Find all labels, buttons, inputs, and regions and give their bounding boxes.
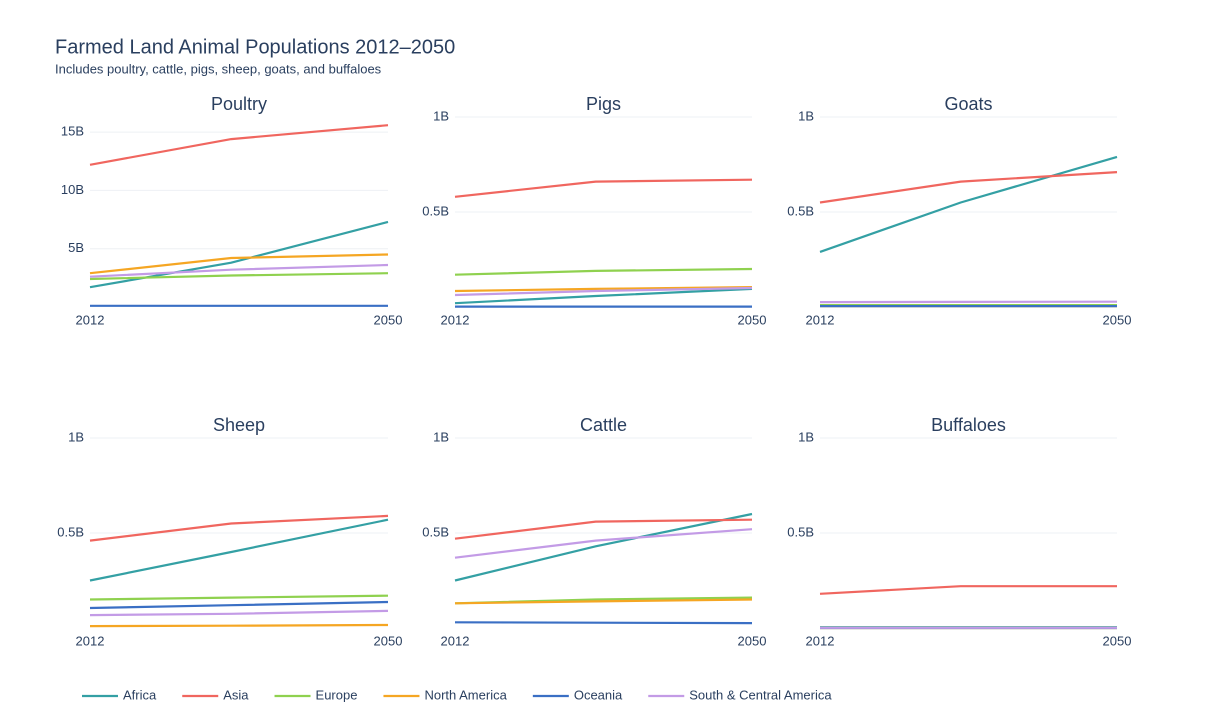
figure-title: Farmed Land Animal Populations 2012–2050: [55, 36, 455, 58]
series-line: [454, 621, 753, 625]
x-tick-label: 2050: [374, 312, 403, 327]
legend-label: Africa: [123, 687, 157, 702]
x-tick-label: 2050: [1103, 312, 1132, 327]
y-tick-label: 0.5B: [422, 203, 449, 218]
x-tick-label: 2050: [1103, 633, 1132, 648]
series-line: [89, 220, 389, 289]
x-tick-label: 2012: [806, 633, 835, 648]
series-line: [89, 124, 389, 166]
x-tick-label: 2012: [806, 312, 835, 327]
series-line: [89, 518, 389, 582]
y-tick-label: 0.5B: [422, 524, 449, 539]
x-tick-label: 2012: [441, 312, 470, 327]
series-line: [89, 600, 389, 610]
x-tick-label: 2012: [441, 633, 470, 648]
legend-label: Europe: [316, 687, 358, 702]
subplot-title: Sheep: [213, 415, 265, 435]
series-line: [454, 286, 753, 293]
subplot-title: Buffaloes: [931, 415, 1006, 435]
series-line: [89, 272, 389, 281]
y-tick-label: 1B: [433, 429, 449, 444]
subplot-title: Goats: [944, 94, 992, 114]
y-tick-label: 0.5B: [57, 524, 84, 539]
x-tick-label: 2050: [738, 312, 767, 327]
legend-label: Oceania: [574, 687, 623, 702]
legend-label: Asia: [223, 687, 249, 702]
y-tick-label: 1B: [68, 429, 84, 444]
series-line: [454, 518, 753, 540]
series-line: [819, 171, 1118, 204]
y-tick-label: 1B: [433, 108, 449, 123]
series-line: [89, 609, 389, 617]
y-tick-label: 0.5B: [787, 203, 814, 218]
series-line: [89, 514, 389, 542]
series-line: [89, 594, 389, 601]
y-tick-label: 10B: [61, 182, 84, 197]
series-line: [454, 287, 753, 305]
y-tick-label: 1B: [798, 108, 814, 123]
subplot-title: Poultry: [211, 94, 267, 114]
y-tick-label: 1B: [798, 429, 814, 444]
series-line: [89, 253, 389, 275]
series-line: [89, 623, 389, 628]
x-tick-label: 2012: [76, 633, 105, 648]
series-line: [454, 267, 753, 276]
series-line: [89, 263, 389, 278]
subplot-title: Pigs: [586, 94, 621, 114]
legend-label: North America: [424, 687, 507, 702]
series-line: [454, 598, 753, 605]
figure-subtitle: Includes poultry, cattle, pigs, sheep, g…: [55, 61, 382, 76]
y-tick-label: 15B: [61, 124, 84, 139]
series-line: [454, 512, 753, 582]
y-tick-label: 0.5B: [787, 524, 814, 539]
series-line: [454, 528, 753, 559]
y-tick-label: 5B: [68, 240, 84, 255]
series-line: [819, 155, 1118, 253]
legend-label: South & Central America: [689, 687, 832, 702]
x-tick-label: 2050: [374, 633, 403, 648]
series-line: [454, 286, 753, 297]
x-tick-label: 2050: [738, 633, 767, 648]
series-line: [819, 585, 1117, 595]
subplot-title: Cattle: [580, 415, 627, 435]
series-line: [454, 178, 753, 198]
x-tick-label: 2012: [76, 312, 105, 327]
